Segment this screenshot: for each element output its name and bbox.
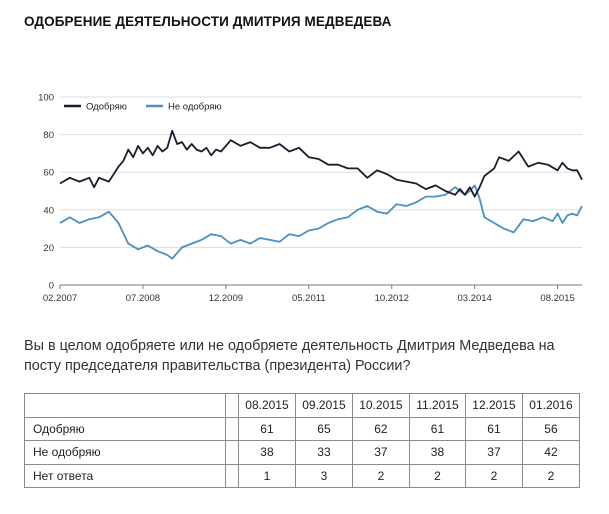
results-table: 08.2015 09.2015 10.2015 11.2015 12.2015 … [24, 393, 581, 488]
y-tick-label: 0 [49, 281, 54, 292]
table-cell: 42 [521, 440, 581, 465]
table-gap-cell [225, 393, 239, 418]
table-header-cell: 11.2015 [408, 393, 466, 418]
y-tick-label: 100 [38, 93, 54, 104]
row-label: Не одобряю [24, 440, 226, 465]
table-gap-cell [225, 416, 239, 441]
table-cell: 61 [408, 416, 466, 441]
table-header-row: 08.2015 09.2015 10.2015 11.2015 12.2015 … [24, 393, 581, 418]
table-cell: 38 [408, 440, 466, 465]
table-cell: 37 [464, 440, 523, 465]
x-tick-label: 08.2015 [540, 293, 574, 304]
row-label: Нет ответа [24, 463, 226, 488]
legend-label: Не одобряю [168, 102, 222, 113]
x-tick-label: 03.2014 [458, 293, 492, 304]
table-cell: 1 [238, 463, 296, 488]
series-line [59, 129, 583, 198]
table-cell: 62 [351, 416, 410, 441]
table-header-cell: 10.2015 [351, 393, 410, 418]
table-gap-cell [225, 463, 239, 488]
x-tick-label: 12.2009 [209, 293, 243, 304]
x-tick-label: 05.2011 [292, 293, 326, 304]
table-cell: 2 [351, 463, 410, 488]
table-cell: 56 [521, 416, 581, 441]
line-chart: 0 20 40 60 80 100 02.2007 07.2008 12.2009 05.2011… [38, 93, 583, 304]
table-cell: 2 [464, 463, 523, 488]
table-cell: 65 [294, 416, 353, 441]
table-cell: 61 [464, 416, 523, 441]
y-tick-label: 80 [43, 130, 54, 141]
table-header-cell: 08.2015 [238, 393, 296, 418]
table-cell: 2 [521, 463, 581, 488]
table-row: Нет ответа 1 3 2 2 2 2 [24, 463, 581, 488]
series-line [59, 184, 583, 260]
table-cell: 33 [294, 440, 353, 465]
x-tick-label: 07.2008 [126, 293, 160, 304]
table-cell: 38 [238, 440, 296, 465]
row-label: Одобряю [24, 416, 226, 441]
table-row: Не одобряю 38 33 37 38 37 42 [24, 440, 581, 465]
table-corner-cell [24, 393, 226, 418]
x-tick-label: 02.2007 [43, 293, 77, 304]
x-tick-label: 10.2012 [375, 293, 409, 304]
chart-title: ОДОБРЕНИЕ ДЕЯТЕЛЬНОСТИ ДМИТРИЯ МЕДВЕДЕВА [24, 14, 392, 29]
table-row: Одобряю 61 65 62 61 61 56 [24, 416, 581, 441]
table-cell: 61 [238, 416, 296, 441]
table-header-cell: 09.2015 [294, 393, 353, 418]
y-tick-label: 40 [43, 205, 54, 216]
y-tick-label: 20 [43, 243, 54, 254]
table-cell: 37 [351, 440, 410, 465]
table-cell: 2 [408, 463, 466, 488]
table-header-cell: 01.2016 [521, 393, 581, 418]
survey-question: Вы в целом одобряете или не одобряете де… [24, 338, 555, 374]
legend-label: Одобряю [86, 102, 127, 113]
table-cell: 3 [294, 463, 353, 488]
y-tick-label: 60 [43, 168, 54, 179]
table-header-cell: 12.2015 [464, 393, 523, 418]
table-gap-cell [225, 440, 239, 465]
